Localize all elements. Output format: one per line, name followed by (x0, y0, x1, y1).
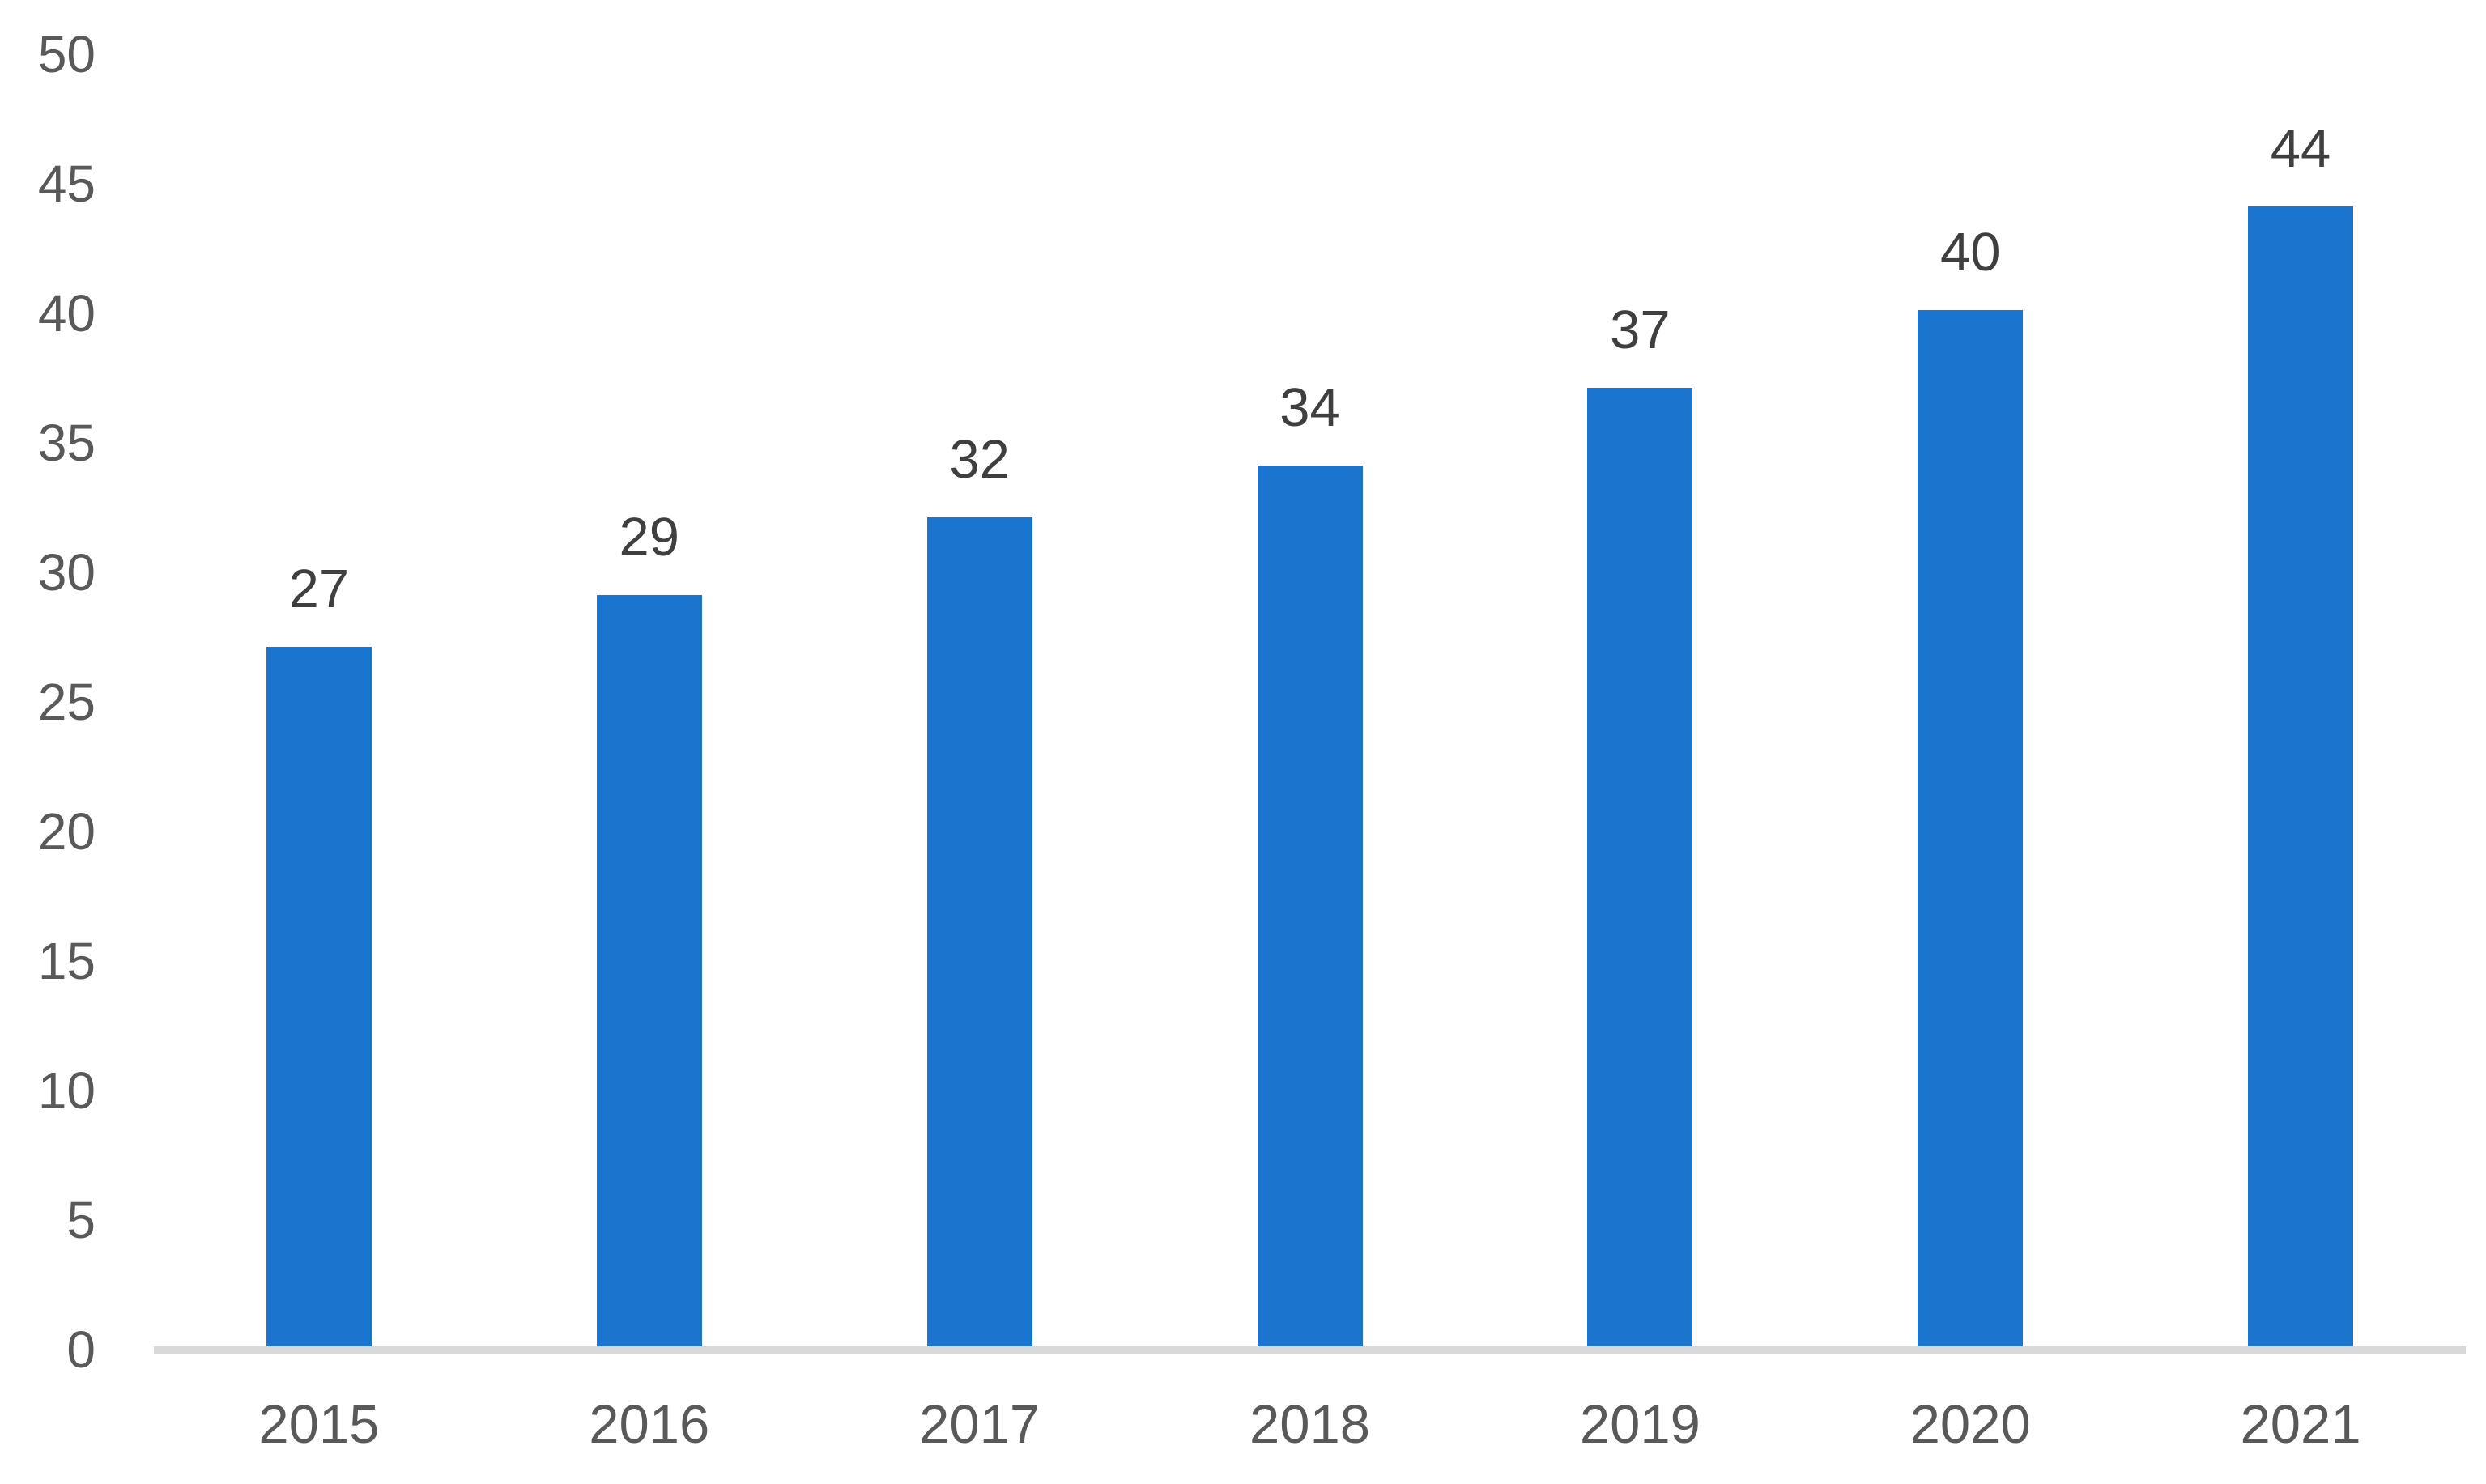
bar-2020 (1918, 310, 2024, 1346)
bar-2015 (266, 647, 372, 1346)
data-label-2019: 37 (1610, 300, 1671, 360)
y-tick-label: 35 (37, 414, 96, 472)
x-axis-line (154, 1346, 2466, 1354)
y-tick-label: 10 (37, 1061, 96, 1120)
bar-2018 (1257, 466, 1363, 1346)
x-tick-label-2018: 2018 (1249, 1394, 1371, 1455)
x-tick-label-2021: 2021 (2240, 1394, 2361, 1455)
y-tick-label: 30 (37, 543, 96, 602)
y-tick-label: 15 (37, 932, 96, 990)
y-tick-label: 20 (37, 802, 96, 861)
data-label-2018: 34 (1279, 377, 1340, 438)
data-label-2015: 27 (288, 559, 350, 619)
y-axis: 0 5 10 15 20 25 30 35 40 45 50 (0, 0, 96, 1484)
bar-2016 (596, 595, 702, 1346)
x-tick-label-2017: 2017 (919, 1394, 1041, 1455)
x-tick-label-2019: 2019 (1579, 1394, 1701, 1455)
data-label-2017: 32 (949, 429, 1010, 490)
y-tick-label: 50 (37, 25, 96, 83)
bar-2019 (1587, 388, 1693, 1346)
x-tick-label-2020: 2020 (1909, 1394, 2031, 1455)
x-tick-label-2015: 2015 (258, 1394, 380, 1455)
y-tick-label: 25 (37, 673, 96, 731)
data-label-2020: 40 (1939, 222, 2001, 283)
bar-2021 (2248, 206, 2354, 1346)
x-tick-label-2016: 2016 (589, 1394, 710, 1455)
data-label-2016: 29 (619, 507, 680, 568)
bar-2017 (926, 517, 1032, 1346)
data-label-2021: 44 (2270, 118, 2331, 179)
y-tick-label: 0 (66, 1320, 96, 1379)
y-tick-label: 45 (37, 155, 96, 213)
y-tick-label: 5 (66, 1191, 96, 1249)
y-tick-label: 40 (37, 284, 96, 342)
